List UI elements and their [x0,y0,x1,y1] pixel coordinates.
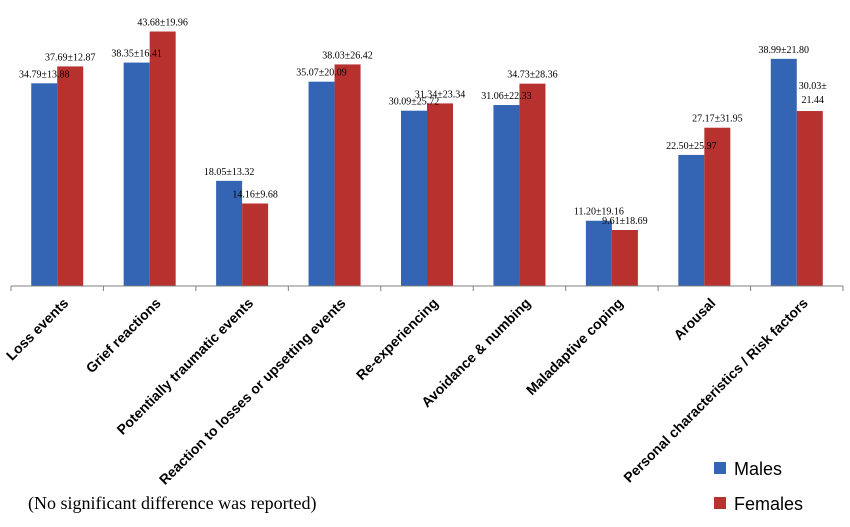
category-label-reaction-to-losses-or-upsetting-events: Reaction to losses or upsetting events [156,295,349,488]
bar-males-maladaptive-coping [585,220,612,286]
legend-swatch-males [714,462,726,474]
value-label-females-potentially-traumatic-events: 14.16±9.68 [232,190,278,201]
value-label-males-personal-characteristics-risk-factors: 38.99±21.80 [759,45,810,56]
value-label-females-reaction-to-losses-or-upsetting-events: 38.03±26.42 [322,50,373,61]
bar-females-loss-events [57,66,84,286]
bar-males-potentially-traumatic-events [216,180,243,286]
value-label-males-loss-events: 34.79±13.88 [19,69,70,80]
category-label-loss-events: Loss events [3,295,72,364]
value-label-males-maladaptive-coping: 11.20±19.16 [574,207,624,218]
category-label-grief-reactions: Grief reactions [83,295,164,376]
category-label-arousal: Arousal [670,295,718,343]
legend-label-males: Males [734,459,782,479]
value-label-females-avoidance-numbing: 34.73±28.36 [507,70,558,81]
bar-females-grief-reactions [149,31,176,286]
value-label-females-re-experiencing: 31.34±23.34 [415,89,466,100]
legend: Males Females [714,459,803,514]
bar-females-re-experiencing [427,103,453,286]
category-label-re-experiencing: Re-experiencing [353,295,441,383]
bar-males-grief-reactions [123,62,150,286]
footnote: (No significant difference was reported) [28,493,317,514]
x-axis-ticks [10,286,844,291]
value-label-males-potentially-traumatic-events: 18.05±13.32 [204,167,255,178]
category-label-personal-characteristics-risk-factors: Personal characteristics / Risk factors [620,295,811,486]
bar-females-arousal [704,127,731,286]
value-labels-group: 34.79±13.88 37.69±12.87 38.35±16.41 43.68±1… [19,18,827,227]
category-label-maladaptive-coping: Maladaptive coping [523,295,626,398]
legend-label-females: Females [734,494,803,514]
value-label-males-grief-reactions: 38.35±16.41 [111,49,162,60]
bars-group [31,31,823,287]
bar-males-reaction-to-losses-or-upsetting-events [308,81,335,286]
value-label-males-reaction-to-losses-or-upsetting-events: 35.07±20.09 [296,68,347,79]
value-label-females-maladaptive-coping: 9.61±18.69 [602,216,648,227]
bar-females-potentially-traumatic-events [242,203,269,286]
bar-males-personal-characteristics-risk-factors [770,58,797,287]
bar-males-avoidance-numbing [493,105,520,286]
bar-males-arousal [678,154,705,286]
value-label-females-arousal: 27.17±31.95 [692,114,743,125]
bar-females-avoidance-numbing [519,83,546,286]
value-label-males-re-experiencing: 30.09±25.72 [389,97,440,108]
value-label-males-arousal: 22.50±25.97 [666,141,717,152]
category-label-avoidance-numbing: Avoidance & numbing [418,295,533,410]
bar-females-maladaptive-coping [611,230,638,286]
value-label-females-loss-events: 37.69±12.87 [45,52,96,63]
bar-females-reaction-to-losses-or-upsetting-events [334,64,361,286]
value-label-females-personal-characteristics-risk-factors: 30.03± 21.44 [799,81,828,106]
value-label-females-grief-reactions: 43.68±19.96 [137,18,188,29]
bar-males-re-experiencing [401,110,427,286]
value-label-males-avoidance-numbing: 31.06±22.33 [481,91,532,102]
legend-swatch-females [714,497,726,509]
bar-females-personal-characteristics-risk-factors [796,111,823,287]
bar-males-loss-events [31,83,58,287]
